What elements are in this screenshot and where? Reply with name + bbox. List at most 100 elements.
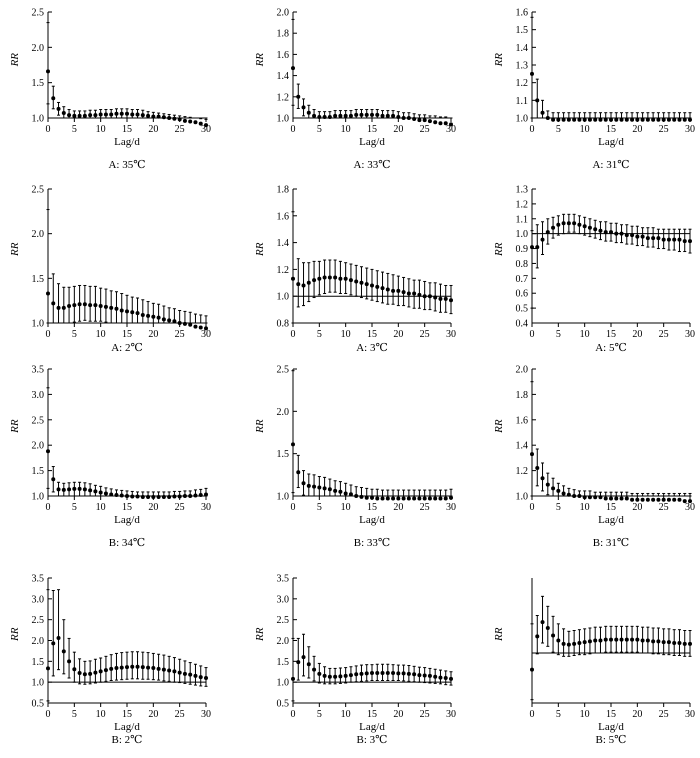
- data-point: [609, 117, 613, 122]
- y-tick-label: 3.0: [32, 594, 45, 605]
- data-point: [151, 314, 156, 319]
- x-tick-label: 25: [659, 124, 669, 135]
- data-point: [296, 660, 301, 665]
- data-point: [624, 496, 629, 501]
- y-tick-label: 1.3: [516, 185, 529, 196]
- data-point: [88, 113, 93, 118]
- data-point: [661, 117, 666, 122]
- data-point: [593, 227, 598, 232]
- y-tick-label: 3.5: [32, 574, 45, 585]
- x-tick-label: 10: [341, 124, 351, 135]
- data-point: [427, 294, 432, 299]
- data-point: [88, 303, 93, 308]
- x-tick-label: 20: [393, 124, 403, 135]
- data-point: [598, 228, 603, 233]
- data-point: [333, 674, 338, 679]
- data-point: [530, 667, 534, 672]
- data-point: [417, 673, 422, 678]
- panel-caption: B: 33℃: [353, 537, 391, 549]
- data-point: [396, 671, 401, 676]
- data-point: [177, 670, 182, 675]
- x-tick-label: 15: [367, 709, 377, 720]
- x-tick-label: 5: [72, 502, 77, 513]
- x-tick-label: 10: [96, 502, 106, 513]
- data-point: [198, 325, 203, 330]
- y-tick-label: 0.4: [516, 319, 529, 330]
- data-point: [593, 495, 598, 500]
- y-tick-label: 3.0: [277, 594, 290, 605]
- data-point: [587, 639, 592, 644]
- data-point: [82, 302, 87, 307]
- x-tick-label: 5: [317, 124, 322, 135]
- data-point: [182, 494, 187, 498]
- x-tick-label: 10: [96, 329, 106, 340]
- data-point: [204, 676, 208, 680]
- data-point: [443, 676, 448, 680]
- chart-panel: 0.5 1.0 1.5 2.0 2.5 3.0 3.5 0 5 10 15 20 25 30 RR Lag/d…: [248, 570, 468, 758]
- data-point: [109, 492, 114, 497]
- y-tick-label: 1.5: [277, 449, 290, 460]
- data-point: [188, 494, 193, 498]
- x-tick-label: 0: [46, 329, 51, 340]
- data-point: [135, 311, 140, 316]
- data-point: [396, 496, 401, 501]
- data-point: [530, 245, 534, 250]
- chart-panel: 0.5 1.0 1.5 2.0 2.5 3.0 3.5 0 5 10 15 20 25 30 RR Lag/d…: [3, 570, 223, 758]
- data-point: [603, 496, 608, 501]
- data-point: [125, 111, 129, 116]
- data-point: [364, 282, 369, 287]
- data-point: [140, 495, 145, 500]
- x-tick-label: 25: [420, 709, 430, 720]
- data-point: [385, 287, 390, 292]
- x-tick-label: 0: [530, 124, 535, 135]
- data-point: [391, 288, 396, 293]
- y-axis-label: RR: [254, 627, 266, 642]
- data-point: [317, 671, 322, 676]
- data-point: [322, 114, 327, 119]
- y-tick-label: 1.6: [277, 211, 290, 222]
- data-point: [182, 321, 187, 326]
- data-point: [535, 245, 540, 250]
- data-point: [130, 112, 135, 117]
- data-point: [587, 225, 592, 230]
- y-axis-label: RR: [254, 53, 266, 68]
- data-point: [119, 111, 124, 116]
- data-point: [146, 313, 151, 318]
- x-tick-label: 25: [659, 709, 669, 720]
- data-point: [422, 673, 427, 678]
- y-axis-label: RR: [493, 627, 505, 642]
- y-tick-label: 1.5: [277, 657, 290, 668]
- data-point: [317, 114, 322, 119]
- data-point: [433, 295, 438, 300]
- y-tick-label: 1.0: [516, 114, 529, 125]
- chart-svg: 0.4 0.5 0.6 0.7 0.8 0.9 1.0 1.1 1.2 1.3 0 5 10 15 20 25…: [493, 185, 695, 341]
- x-tick-label: 30: [201, 502, 211, 513]
- data-point: [348, 492, 353, 497]
- x-tick-label: 0: [291, 709, 296, 720]
- data-point: [188, 119, 193, 124]
- y-tick-label: 0.9: [516, 244, 529, 255]
- data-point: [661, 640, 666, 645]
- data-point: [98, 669, 103, 674]
- data-point: [391, 113, 396, 118]
- data-point: [677, 117, 682, 122]
- data-point: [77, 486, 82, 491]
- x-tick-label: 30: [201, 709, 211, 720]
- y-tick-label: 0.8: [516, 259, 529, 270]
- data-point: [682, 117, 687, 122]
- data-point: [619, 117, 624, 122]
- data-point: [182, 671, 187, 676]
- data-point: [438, 675, 443, 680]
- data-point: [630, 637, 635, 642]
- data-point: [540, 620, 545, 625]
- data-point: [322, 486, 327, 491]
- data-point: [343, 491, 348, 496]
- y-tick-label: 1.4: [277, 71, 290, 82]
- data-point: [433, 496, 438, 501]
- data-point: [401, 671, 406, 676]
- data-point: [401, 496, 406, 501]
- data-point: [682, 239, 687, 244]
- data-point: [677, 497, 682, 502]
- data-point: [140, 312, 145, 317]
